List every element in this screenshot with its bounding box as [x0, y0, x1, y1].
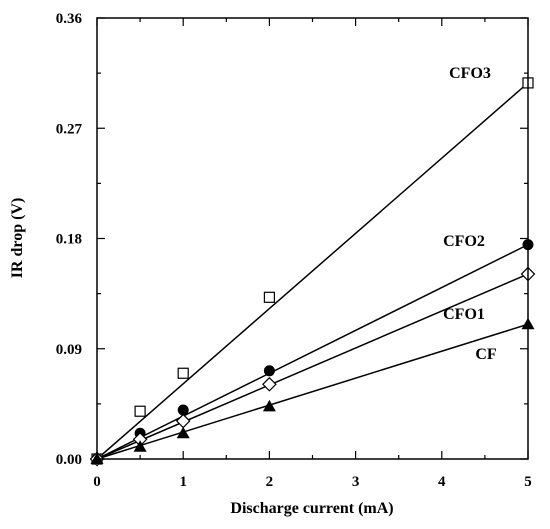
x-axis-title: Discharge current (mA) [230, 500, 393, 517]
y-axis-title: IR drop (V) [9, 198, 26, 279]
cf-fit-line [96, 323, 529, 460]
y-tick-label: 0.00 [56, 452, 82, 468]
x-tick-label: 1 [179, 474, 187, 490]
series-labels: CFO3 CFO2 CFO1 CF [443, 65, 497, 363]
y-tick-label: 0.27 [56, 121, 83, 137]
cfo2-fit-line [96, 243, 529, 460]
axis-ticks [96, 17, 529, 460]
cf-point [262, 399, 276, 412]
cf-point [176, 426, 190, 439]
x-tick-label: 2 [266, 474, 274, 490]
cfo2-series-label: CFO2 [443, 233, 485, 250]
x-tick-label: 0 [93, 474, 101, 490]
cfo1-point [262, 376, 277, 392]
cfo1-fit-line [96, 273, 529, 460]
cfo3-point [263, 291, 275, 303]
cfo1-series-label: CFO1 [443, 306, 485, 323]
x-tick-label: 4 [438, 474, 446, 490]
y-tick-label: 0.09 [56, 342, 82, 358]
cfo1-point [175, 413, 191, 429]
cfo3-fit-line [96, 82, 529, 460]
cfo3-point [177, 367, 189, 379]
fit-lines [96, 82, 529, 460]
x-tick-label: 5 [524, 474, 532, 490]
cf-point [133, 440, 147, 452]
cfo2-point [177, 404, 189, 416]
cf-series-label: CF [475, 346, 497, 363]
data-markers [89, 77, 536, 467]
y-tick-label: 0.36 [56, 11, 83, 27]
cfo2-point [263, 365, 275, 377]
x-tick-label: 3 [352, 474, 360, 490]
axis-tick-labels: 0 1 2 3 4 5 0.00 0.09 0.18 0.27 0.36 [56, 11, 532, 490]
cfo3-series-label: CFO3 [449, 65, 491, 82]
cfo3-point [134, 405, 146, 417]
y-tick-label: 0.18 [56, 232, 82, 248]
